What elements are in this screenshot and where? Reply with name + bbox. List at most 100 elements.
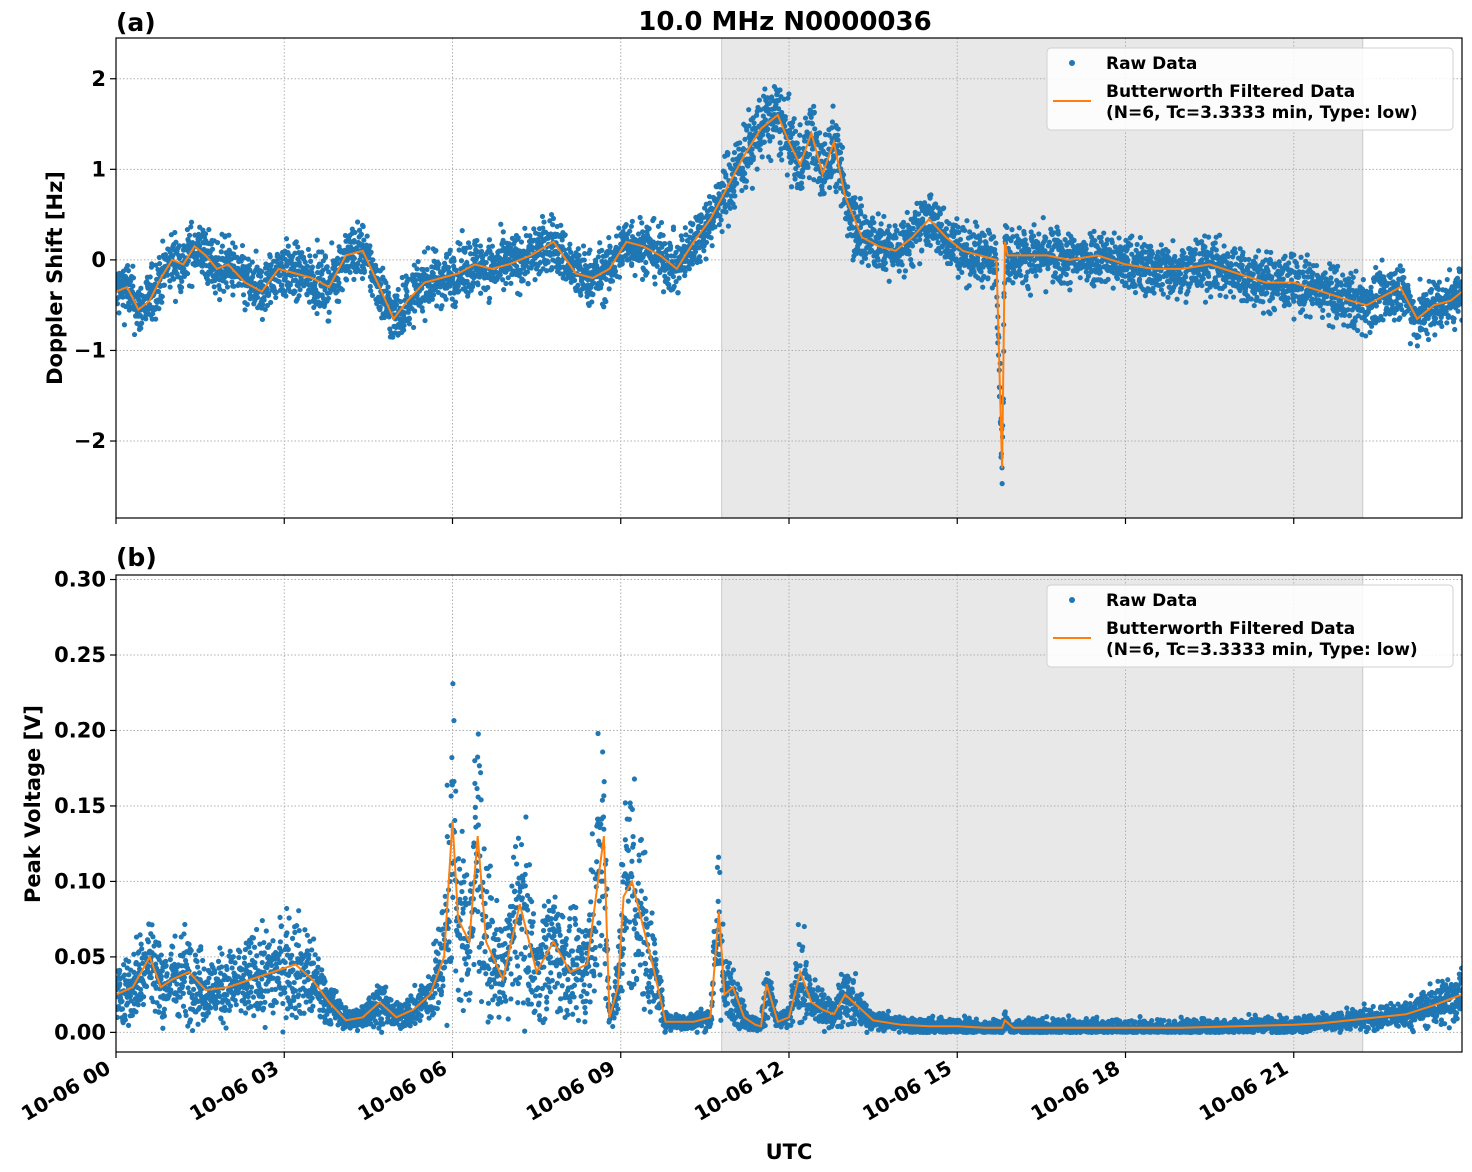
raw-data-point [986, 230, 993, 236]
raw-data-point [224, 284, 231, 290]
raw-data-point [202, 231, 209, 237]
raw-data-point [1349, 279, 1355, 285]
raw-data-point [431, 292, 437, 298]
raw-data-point [161, 282, 168, 288]
raw-data-point [358, 231, 365, 237]
raw-data-point [537, 259, 543, 266]
raw-data-point [1132, 283, 1138, 289]
raw-data-point [697, 258, 703, 264]
raw-data-point [356, 227, 363, 233]
raw-data-point [875, 211, 881, 217]
raw-data-point [809, 121, 816, 127]
raw-data-point [835, 126, 841, 132]
raw-data-point [483, 259, 489, 266]
raw-data-point [514, 263, 520, 270]
raw-data-point [806, 151, 813, 158]
raw-data-point [865, 262, 872, 269]
raw-data-point [525, 281, 531, 287]
raw-data-point [937, 211, 943, 217]
raw-data-point [919, 247, 925, 253]
raw-data-point [1126, 284, 1132, 290]
raw-data-point [576, 252, 582, 259]
raw-data-point [835, 132, 841, 138]
raw-data-point [125, 267, 132, 274]
raw-data-point [206, 226, 212, 233]
raw-data-point [410, 324, 417, 331]
raw-data-point [456, 247, 462, 253]
raw-data-point [1181, 261, 1188, 267]
raw-data-point [221, 288, 227, 294]
raw-data-point [921, 200, 928, 206]
raw-data-point [449, 296, 455, 302]
raw-data-point [896, 268, 902, 274]
raw-data-point [211, 284, 217, 290]
raw-data-point [980, 264, 986, 270]
raw-data-point [1291, 316, 1297, 322]
raw-data-point [299, 250, 305, 256]
raw-data-point [794, 140, 800, 146]
raw-data-point [242, 307, 248, 313]
raw-data-point [246, 262, 252, 269]
raw-data-point [401, 327, 407, 333]
raw-data-point [762, 117, 769, 123]
raw-data-point [361, 268, 367, 274]
raw-data-point [517, 292, 523, 298]
raw-data-point [430, 270, 436, 276]
raw-data-point [606, 286, 612, 292]
raw-data-point [1275, 286, 1282, 293]
raw-data-point [575, 282, 581, 288]
raw-data-point [1260, 299, 1266, 305]
raw-data-point [782, 114, 788, 120]
raw-data-point [921, 204, 928, 210]
raw-data-point [172, 298, 179, 304]
raw-data-point [239, 242, 246, 249]
raw-data-point [240, 292, 247, 298]
raw-data-point [1114, 275, 1121, 282]
raw-data-point [503, 280, 509, 287]
raw-data-point [1237, 246, 1243, 252]
raw-data-point [767, 138, 773, 144]
raw-data-point [1282, 253, 1288, 259]
raw-data-point [1048, 226, 1054, 232]
raw-data-point [1313, 262, 1320, 269]
raw-data-point [1271, 307, 1278, 313]
raw-data-point [1199, 257, 1205, 263]
raw-data-point [1098, 234, 1104, 241]
raw-data-point [1006, 277, 1012, 283]
raw-data-point [204, 276, 211, 282]
raw-data-point [412, 277, 419, 283]
raw-data-point [1227, 289, 1234, 295]
raw-data-point [473, 242, 479, 249]
raw-data-point [1206, 273, 1212, 280]
raw-data-point [1252, 288, 1258, 294]
raw-data-point [723, 209, 729, 215]
raw-data-point [967, 229, 973, 235]
raw-data-point [435, 289, 441, 296]
raw-data-point [179, 278, 185, 284]
raw-data-point [1346, 312, 1353, 319]
raw-data-point [459, 228, 465, 234]
raw-data-point [1338, 282, 1345, 288]
raw-data-point [452, 299, 459, 305]
raw-data-point [709, 243, 715, 249]
raw-data-point [318, 262, 324, 268]
raw-data-point [829, 125, 835, 131]
raw-data-point [1303, 313, 1309, 319]
raw-data-point [1295, 274, 1302, 280]
raw-data-point [1250, 271, 1256, 277]
raw-data-point [838, 156, 845, 162]
raw-data-point [664, 253, 671, 259]
raw-data-point [541, 219, 547, 225]
raw-data-point [682, 268, 688, 275]
raw-data-point [571, 277, 578, 283]
raw-data-point [670, 273, 676, 280]
raw-data-point [845, 191, 852, 197]
raw-data-point [501, 287, 507, 293]
raw-data-point [1267, 258, 1274, 264]
raw-data-point [812, 126, 818, 132]
raw-data-point [1109, 239, 1115, 246]
raw-data-point [234, 254, 240, 260]
raw-data-point [456, 288, 462, 294]
raw-data-point [628, 223, 634, 229]
raw-data-point [892, 223, 898, 229]
